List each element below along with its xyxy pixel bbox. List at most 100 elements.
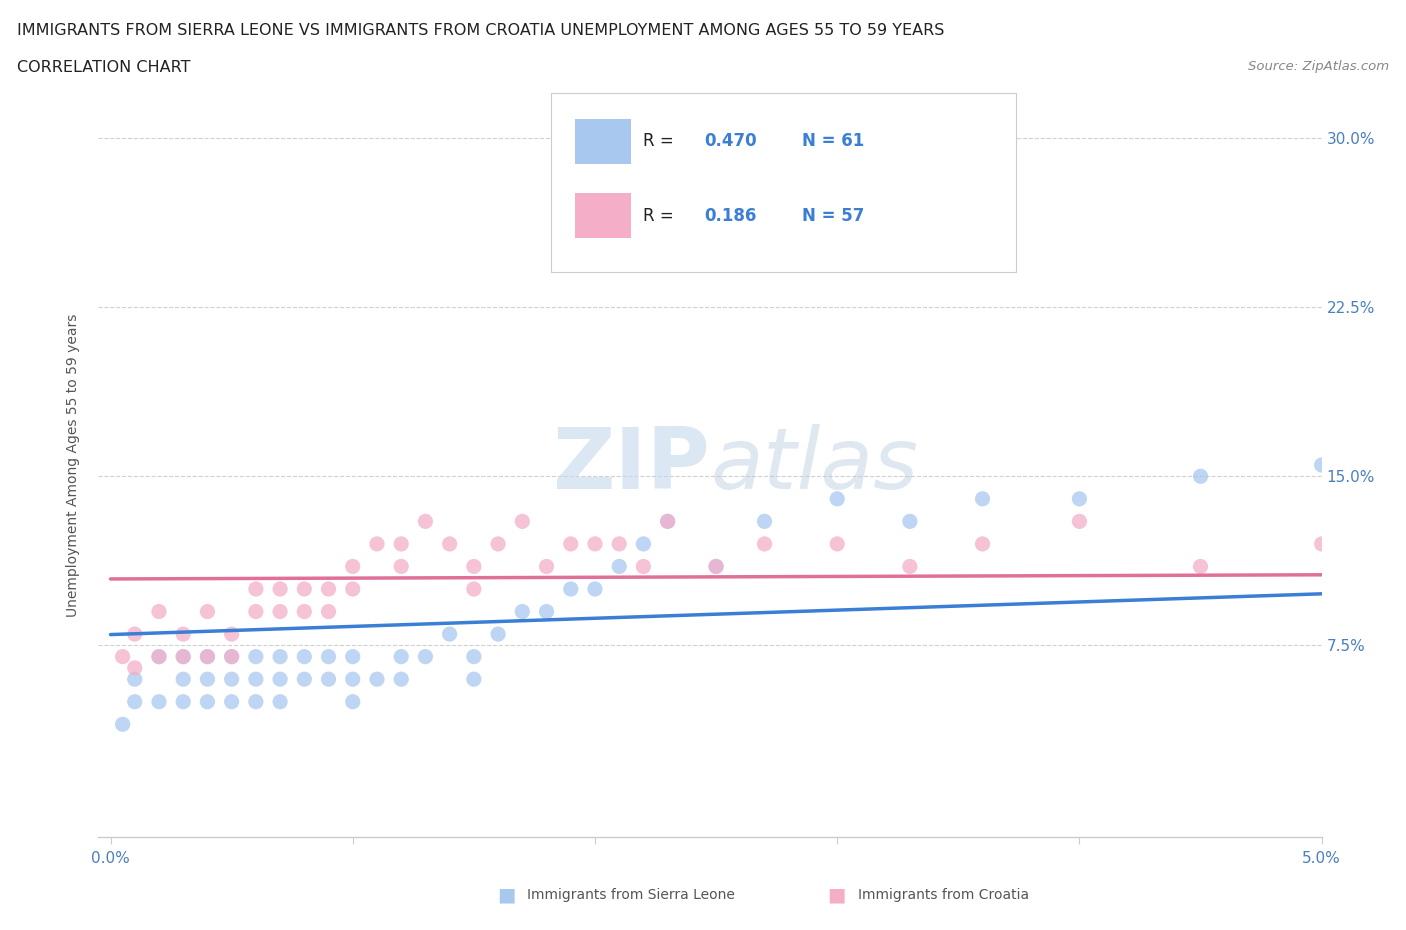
Point [1310,537,1333,551]
Point [607,537,630,551]
Point [318,671,340,686]
Point [148,604,170,619]
Point [245,581,267,596]
Point [245,649,267,664]
Point [1189,469,1212,484]
Point [463,649,485,664]
Point [124,627,146,642]
Point [389,537,412,551]
Point [510,514,533,529]
Point [221,695,243,710]
Point [415,514,437,529]
Point [510,604,533,619]
Point [657,514,679,529]
Text: atlas: atlas [710,423,918,507]
Point [389,671,412,686]
Point [825,537,848,551]
Point [245,695,267,710]
Point [972,537,994,551]
Point [583,581,606,596]
Point [560,581,582,596]
Point [221,649,243,664]
Point [366,671,388,686]
Text: IMMIGRANTS FROM SIERRA LEONE VS IMMIGRANTS FROM CROATIA UNEMPLOYMENT AMONG AGES : IMMIGRANTS FROM SIERRA LEONE VS IMMIGRAN… [17,23,945,38]
Point [172,695,194,710]
Point [389,649,412,664]
Point [1069,491,1091,506]
Point [292,671,315,686]
Point [1189,559,1212,574]
Text: R =: R = [643,132,679,151]
Text: 0.186: 0.186 [704,206,756,225]
Point [197,604,219,619]
Point [1069,514,1091,529]
Point [172,627,194,642]
Text: Immigrants from Croatia: Immigrants from Croatia [858,887,1029,902]
Point [607,559,630,574]
Point [172,649,194,664]
Point [583,537,606,551]
Point [197,695,219,710]
Point [657,514,679,529]
Point [318,604,340,619]
Text: N = 61: N = 61 [801,132,865,151]
FancyBboxPatch shape [551,93,1015,272]
FancyBboxPatch shape [575,119,630,164]
Point [124,671,146,686]
Point [754,537,776,551]
Point [463,581,485,596]
Point [111,649,134,664]
Point [486,627,509,642]
Point [898,559,921,574]
Point [704,559,727,574]
Text: N = 57: N = 57 [801,206,865,225]
Point [318,581,340,596]
Point [439,627,461,642]
Point [536,604,558,619]
Point [148,695,170,710]
Point [292,581,315,596]
Point [415,649,437,664]
Text: Immigrants from Sierra Leone: Immigrants from Sierra Leone [527,887,735,902]
Text: Source: ZipAtlas.com: Source: ZipAtlas.com [1249,60,1389,73]
Point [269,671,291,686]
Point [269,604,291,619]
Point [197,671,219,686]
Point [463,671,485,686]
Text: ■: ■ [496,885,516,904]
Text: 0.470: 0.470 [704,132,756,151]
Point [972,491,994,506]
Point [269,581,291,596]
Point [124,660,146,675]
Point [221,671,243,686]
Point [124,695,146,710]
Text: CORRELATION CHART: CORRELATION CHART [17,60,190,75]
Point [825,491,848,506]
Point [342,695,364,710]
Point [172,671,194,686]
Text: R =: R = [643,206,679,225]
Point [318,649,340,664]
Y-axis label: Unemployment Among Ages 55 to 59 years: Unemployment Among Ages 55 to 59 years [66,313,80,617]
Point [342,671,364,686]
Point [269,649,291,664]
Text: ■: ■ [827,885,846,904]
Point [536,559,558,574]
Point [197,649,219,664]
Point [292,604,315,619]
Point [148,649,170,664]
Point [269,695,291,710]
Point [342,559,364,574]
Point [245,671,267,686]
Point [560,537,582,551]
Point [463,559,485,574]
FancyBboxPatch shape [575,193,630,238]
Point [754,514,776,529]
Point [898,514,921,529]
Point [197,649,219,664]
Point [245,604,267,619]
Point [633,537,655,551]
Text: ZIP: ZIP [553,423,710,507]
Point [342,581,364,596]
Point [221,627,243,642]
